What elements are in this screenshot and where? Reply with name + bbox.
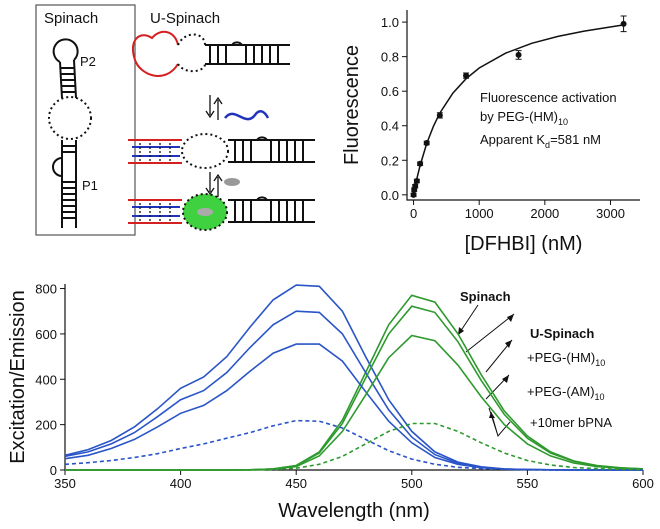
bulge (52, 157, 63, 177)
data-point (410, 191, 417, 198)
equilibrium-arrow (205, 95, 223, 120)
pna-strand (132, 206, 180, 217)
series-name: +PEG-(AM) (527, 384, 595, 399)
annotation-line: by PEG-(HM) (480, 109, 558, 124)
fluorophore (224, 178, 240, 186)
excitation-curve (64, 343, 643, 471)
x-tick-label: 450 (285, 476, 307, 491)
pna-strand (224, 110, 270, 121)
x-tick-label: 600 (632, 476, 654, 491)
excitation-curve (64, 419, 643, 471)
p2-pairs (61, 67, 76, 93)
annotation-line: Apparent K (480, 132, 545, 147)
series-name: +10mer bPNA (530, 415, 612, 430)
series-name: +PEG-(HM) (527, 350, 595, 365)
series-subscript: 10 (595, 358, 605, 368)
diagram-title: U-Spinach (150, 10, 220, 27)
y-tick-label: 600 (35, 327, 57, 342)
x-axis-title: Wavelength (nm) (278, 500, 430, 522)
x-tick-label: 1000 (465, 206, 494, 221)
annotation: Fluorescence activation by PEG-(HM)10 Appa… (480, 90, 617, 150)
bound-row (128, 193, 315, 231)
loop (48, 96, 92, 140)
callout-lines (457, 304, 515, 438)
x-tick-label: 350 (54, 476, 76, 491)
axis-line (406, 10, 640, 201)
pna-strand (132, 146, 180, 157)
pairs (139, 143, 171, 161)
y-axis-title: Excitation/Emission (7, 290, 29, 463)
emission-curve (65, 334, 644, 471)
stem (228, 139, 315, 163)
y-tick-label: 0.2 (381, 153, 399, 168)
data-point (463, 72, 470, 79)
x-axis-title: [DFHBI] (nM) (465, 233, 583, 255)
p1-label: P1 (82, 178, 98, 193)
series-label: Spinach (460, 289, 511, 304)
x-tick-label: 400 (170, 476, 192, 491)
y-tick-label: 0.6 (381, 84, 399, 99)
y-tick-label: 0.4 (381, 119, 399, 134)
equilibrium-arrow (205, 172, 223, 197)
p1-pairs (62, 145, 76, 219)
p2-label: P2 (80, 54, 96, 69)
x-tick-label: 2000 (530, 206, 559, 221)
y-tick-label: 400 (35, 372, 57, 387)
data-point (620, 20, 627, 27)
bulge (256, 196, 268, 201)
diagram-box (35, 4, 136, 236)
pairs (139, 203, 171, 221)
y-tick-label: 1.0 (381, 15, 399, 30)
x-tick-label: 500 (401, 476, 423, 491)
stem (205, 44, 290, 65)
series-subscript: 10 (595, 392, 605, 402)
data-point (412, 183, 419, 190)
y-tick-label: 800 (35, 282, 57, 297)
diagram-title: Spinach (44, 10, 98, 27)
bulge (256, 136, 268, 141)
series-name: Spinach (460, 289, 511, 304)
annotation-line-end: =581 nM (550, 132, 601, 147)
data-point (413, 178, 420, 184)
data-point (423, 140, 430, 146)
x-tick-label: 3000 (596, 206, 625, 221)
emission-curve (65, 422, 644, 471)
series-label: +10mer bPNA (530, 415, 612, 430)
p1-strands (61, 140, 77, 228)
group-label: U-Spinach (530, 326, 594, 341)
rna-strand (128, 139, 182, 164)
loop (177, 33, 206, 73)
rna-strand (128, 199, 182, 224)
x-tick-label: 0 (410, 206, 417, 221)
spinach-diagram: Spinach P2 P1 (35, 4, 136, 236)
data-point (515, 51, 522, 58)
x-tick-label: 550 (517, 476, 539, 491)
series-label: +PEG-(AM)10 (527, 384, 605, 402)
series-label: +PEG-(HM)10 (527, 350, 605, 368)
y-tick-label: 0.0 (381, 188, 399, 203)
data-point (436, 112, 443, 119)
y-tick-label: 0 (50, 463, 57, 478)
bulge (231, 41, 243, 46)
loop (181, 133, 229, 169)
annotation-line: Fluorescence activation (480, 90, 617, 105)
annotation-subscript: 10 (558, 117, 568, 127)
stem (228, 199, 315, 223)
unfolded-strand (132, 30, 179, 77)
duplex-row (128, 133, 315, 169)
y-tick-label: 200 (35, 418, 57, 433)
u-spinach-diagram: U-Spinach (128, 10, 315, 231)
data-point (417, 160, 424, 167)
y-axis-title: Fluorescence (341, 45, 363, 165)
y-tick-label: 0.8 (381, 50, 399, 65)
annotation-subscript: d (545, 140, 550, 150)
emission-curve (65, 294, 644, 471)
fluorophore (197, 208, 213, 216)
